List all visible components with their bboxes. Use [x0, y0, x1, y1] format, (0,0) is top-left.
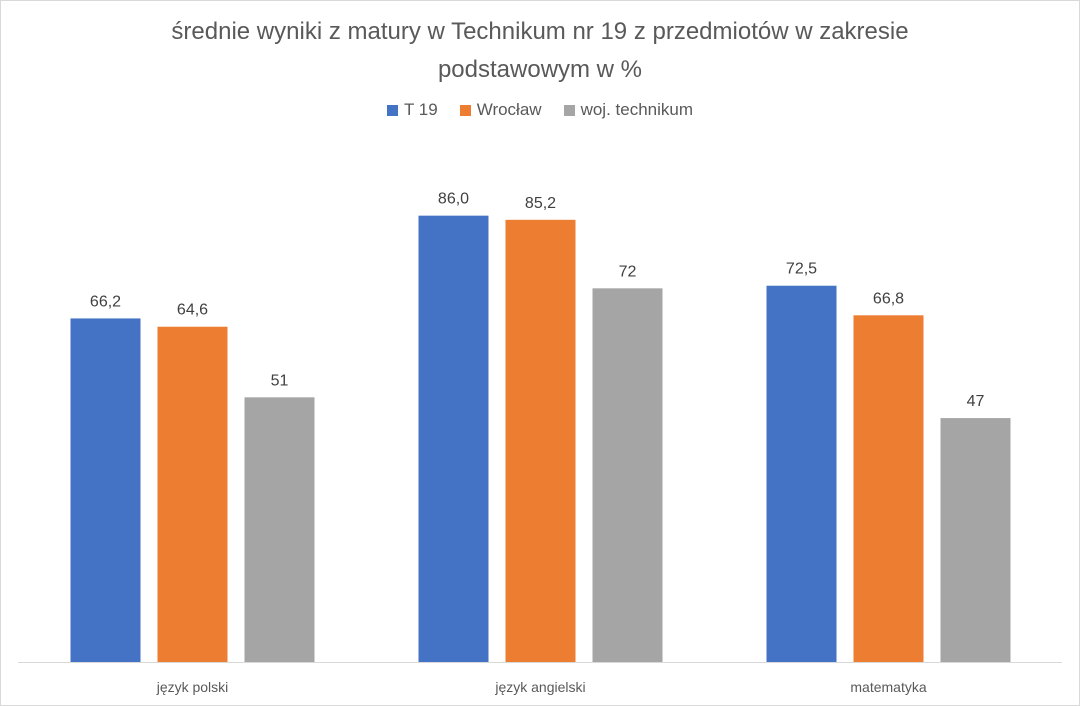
legend-item: woj. technikum	[563, 100, 694, 120]
data-label: 72,5	[786, 261, 817, 278]
bar	[766, 285, 837, 662]
legend-item: Wrocław	[459, 100, 542, 120]
bar	[70, 318, 141, 662]
bar	[244, 397, 315, 662]
bar	[592, 288, 663, 662]
bar	[157, 326, 228, 662]
data-label: 47	[967, 393, 985, 410]
legend-swatch	[563, 104, 575, 116]
data-label: 51	[271, 372, 289, 389]
bar	[940, 418, 1011, 662]
chart-title-line-1: średnie wyniki z matury w Technikum nr 1…	[171, 18, 909, 45]
legend: T 19 Wrocław woj. technikum	[0, 100, 1080, 120]
legend-label: woj. technikum	[580, 100, 694, 119]
category-label: język angielski	[494, 679, 585, 695]
bar	[853, 315, 924, 662]
data-label: 72	[619, 263, 637, 280]
chart-title-line-2: podstawowym w %	[437, 56, 643, 83]
data-label: 66,8	[873, 290, 904, 307]
category-label: język polski	[156, 679, 229, 695]
data-label: 85,2	[525, 195, 556, 212]
data-label: 66,2	[90, 293, 121, 310]
data-label: 64,6	[177, 302, 208, 319]
legend-swatch	[386, 104, 398, 116]
data-label: 86,0	[438, 191, 469, 208]
legend-label: T 19	[403, 100, 438, 119]
legend-item: T 19	[386, 100, 438, 120]
legend-label: Wrocław	[476, 100, 542, 119]
bar	[418, 215, 489, 662]
category-label: matematyka	[850, 679, 926, 695]
bar	[505, 219, 576, 662]
legend-swatch	[459, 104, 471, 116]
